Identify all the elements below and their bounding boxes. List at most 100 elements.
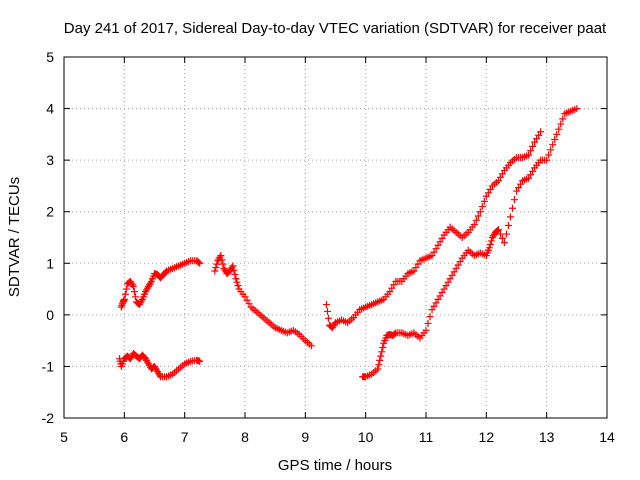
data-point — [480, 197, 488, 205]
data-point — [504, 221, 512, 229]
data-point — [217, 252, 225, 260]
data-point — [377, 352, 385, 360]
plot-frame — [63, 56, 608, 419]
y-tick-label: -1 — [42, 358, 55, 374]
data-point — [555, 125, 563, 133]
x-tick-label: 12 — [479, 429, 495, 445]
data-point — [486, 240, 494, 248]
data-point — [543, 156, 551, 164]
data-point — [374, 365, 382, 373]
y-tick-label: 5 — [46, 49, 54, 65]
x-tick-label: 5 — [60, 429, 68, 445]
data-point — [557, 120, 565, 128]
data-point — [232, 275, 240, 283]
data-point — [493, 227, 501, 235]
y-axis-label: SDTVAR / TECUs — [6, 177, 23, 297]
data-point — [379, 344, 387, 352]
x-tick-label: 10 — [358, 429, 374, 445]
data-point — [529, 142, 537, 150]
x-tick-label: 8 — [241, 429, 249, 445]
data-point — [324, 314, 332, 322]
data-point — [545, 151, 553, 159]
data-point — [218, 256, 226, 264]
data-point — [211, 267, 219, 275]
data-point — [559, 115, 567, 123]
data-point — [500, 239, 508, 247]
data-point — [231, 270, 239, 278]
data-point — [120, 295, 128, 303]
data-point — [498, 234, 506, 242]
x-tick-label: 9 — [301, 429, 309, 445]
data-point — [307, 342, 315, 350]
data-point — [376, 356, 384, 364]
x-tick-labels: 5 6 7 8 9 10 11 12 13 14 — [60, 429, 615, 445]
data-point — [525, 151, 533, 159]
data-point — [487, 237, 495, 245]
data-point — [549, 141, 557, 149]
data-point — [128, 281, 136, 289]
data-point — [391, 330, 399, 338]
x-tick-label: 7 — [181, 429, 189, 445]
data-point — [496, 230, 504, 238]
x-axis-label: GPS time / hours — [278, 457, 392, 474]
data-point — [230, 266, 238, 274]
x-tick-label: 14 — [599, 429, 615, 445]
data-point — [117, 303, 125, 311]
x-tick-label: 13 — [539, 429, 555, 445]
data-point — [506, 213, 514, 221]
data-point — [233, 278, 241, 286]
data-point — [470, 221, 478, 229]
data-point — [129, 282, 137, 290]
y-tick-label: 4 — [46, 101, 54, 117]
y-tick-label: 2 — [46, 204, 54, 220]
data-point — [474, 212, 482, 220]
data-point — [219, 260, 227, 268]
data-point — [476, 208, 484, 216]
data-point — [213, 260, 221, 268]
y-tick-label: 3 — [46, 152, 54, 168]
data-point — [424, 319, 432, 327]
data-point — [553, 130, 561, 138]
data-point — [426, 313, 434, 321]
data-point — [422, 326, 430, 334]
data-point — [547, 146, 555, 154]
data-point — [131, 293, 139, 301]
data-point — [137, 297, 145, 305]
data-point — [375, 361, 383, 369]
data-point — [378, 348, 386, 356]
data-points — [116, 105, 581, 381]
data-point — [494, 226, 502, 234]
data-point — [485, 244, 493, 252]
y-tick-labels: -2 -1 0 1 2 3 4 5 — [42, 49, 55, 426]
data-point — [323, 307, 331, 315]
data-point — [234, 282, 242, 290]
data-point — [322, 301, 330, 309]
y-tick-label: 1 — [46, 255, 54, 271]
data-point — [121, 290, 129, 298]
data-point — [146, 279, 154, 287]
data-point — [229, 262, 237, 270]
data-point — [573, 105, 581, 113]
data-point — [118, 301, 126, 309]
data-point — [196, 357, 204, 365]
data-point — [212, 264, 220, 272]
y-tick-label: -2 — [42, 410, 55, 426]
data-point — [195, 258, 203, 266]
data-point — [537, 128, 545, 136]
data-point — [508, 204, 516, 212]
data-point — [502, 230, 510, 238]
data-point — [510, 196, 518, 204]
data-point — [551, 136, 559, 144]
data-point — [478, 203, 486, 211]
x-tick-label: 11 — [419, 429, 434, 445]
data-point — [122, 285, 130, 293]
data-point — [130, 288, 138, 296]
data-point — [196, 259, 204, 267]
y-tick-label: 0 — [46, 307, 54, 323]
data-point — [527, 147, 535, 155]
data-point — [472, 216, 480, 224]
data-point — [156, 371, 164, 379]
chart-title: Day 241 of 2017, Sidereal Day-to-day VTE… — [64, 20, 607, 37]
x-tick-label: 6 — [120, 429, 128, 445]
